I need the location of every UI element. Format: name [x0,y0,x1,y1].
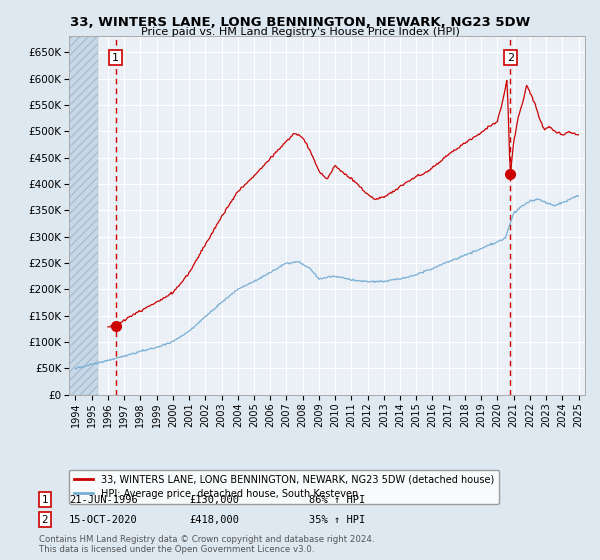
Text: 35% ↑ HPI: 35% ↑ HPI [309,515,365,525]
Text: 33, WINTERS LANE, LONG BENNINGTON, NEWARK, NG23 5DW: 33, WINTERS LANE, LONG BENNINGTON, NEWAR… [70,16,530,29]
Text: 2: 2 [506,53,514,63]
Text: Contains HM Land Registry data © Crown copyright and database right 2024.
This d: Contains HM Land Registry data © Crown c… [39,535,374,554]
Legend: 33, WINTERS LANE, LONG BENNINGTON, NEWARK, NG23 5DW (detached house), HPI: Avera: 33, WINTERS LANE, LONG BENNINGTON, NEWAR… [69,469,499,504]
Text: 15-OCT-2020: 15-OCT-2020 [69,515,138,525]
Bar [69,36,98,395]
Text: 2: 2 [41,515,49,525]
Text: 1: 1 [41,494,49,505]
Text: 21-JUN-1996: 21-JUN-1996 [69,494,138,505]
Text: 86% ↑ HPI: 86% ↑ HPI [309,494,365,505]
Text: £418,000: £418,000 [189,515,239,525]
Text: 1: 1 [112,53,119,63]
Bar [69,36,98,395]
Text: Price paid vs. HM Land Registry's House Price Index (HPI): Price paid vs. HM Land Registry's House … [140,27,460,37]
Text: £130,000: £130,000 [189,494,239,505]
